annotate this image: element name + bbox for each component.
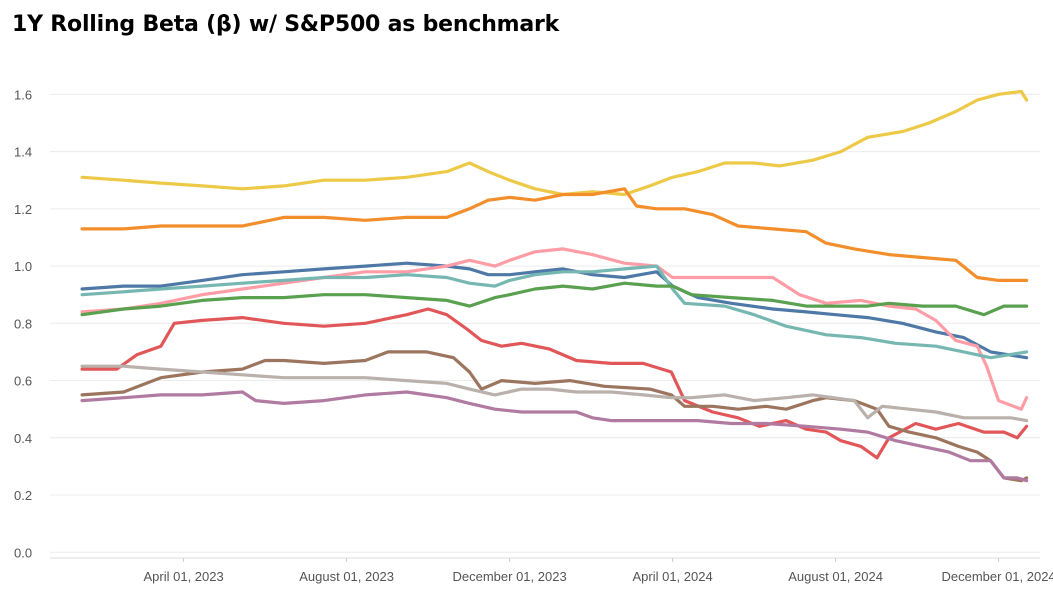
x-axis: April 01, 2023 August 01, 2023 December 01… [50,557,1053,584]
y-tick-label: 1.0 [14,259,32,274]
series-lines [80,89,1029,483]
y-tick-label: 0.4 [14,431,32,446]
series-line-3 [80,261,1029,360]
x-tick-label: August 01, 2024 [788,569,883,584]
x-tick-label: April 01, 2024 [632,569,712,584]
y-tick-label: 0.2 [14,488,32,503]
series-line-1 [80,89,1029,197]
y-tick-label: 1.2 [14,202,32,217]
series-line-6 [80,281,1029,317]
y-tick-label: 0.6 [14,374,32,389]
series-line-10 [80,390,1029,483]
x-tick-label: August 01, 2023 [299,569,394,584]
y-axis: 0.0 0.2 0.4 0.6 0.8 1.0 1.2 1.4 1.6 [14,87,32,560]
series-line-5 [80,264,1029,360]
gridlines [50,93,1040,553]
series-line-8 [80,350,1029,483]
x-tick-label: December 01, 2024 [941,569,1053,584]
y-tick-label: 1.6 [14,87,32,102]
y-tick-label: 0.0 [14,545,32,560]
chart-title: 1Y Rolling Beta (β) w/ S&P500 as benchma… [12,12,560,37]
y-tick-label: 0.8 [14,316,32,331]
series-line-2 [80,187,1029,282]
x-tick-label: December 01, 2023 [453,569,567,584]
series-line-9 [80,364,1029,423]
x-tick-label: April 01, 2023 [143,569,223,584]
y-tick-label: 1.4 [14,145,32,160]
